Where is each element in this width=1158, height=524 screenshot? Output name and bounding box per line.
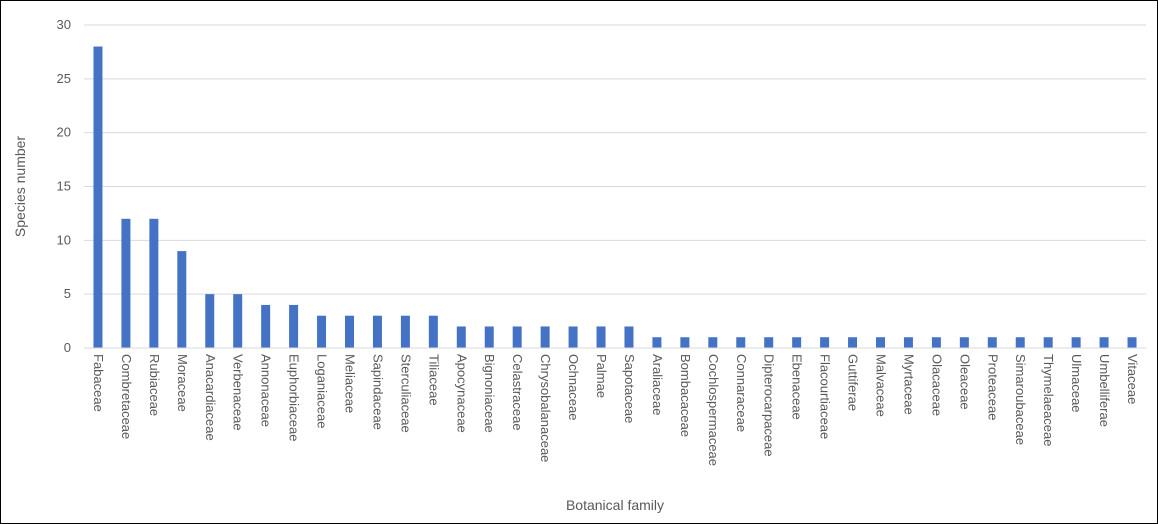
x-tick-label: Flacourtiaceae xyxy=(818,354,833,439)
y-axis-title: Species number xyxy=(12,136,28,238)
bar xyxy=(456,326,466,348)
x-tick-label: Loganiaceae xyxy=(315,354,330,428)
y-tick-label: 30 xyxy=(57,17,71,32)
x-tick-labels: Fabaceae Combretaceae Rubiaceae Moraceae Ana… xyxy=(91,354,1140,466)
bar xyxy=(736,337,746,348)
x-tick-label: Rubiaceae xyxy=(147,354,162,416)
bar xyxy=(1099,337,1109,348)
gridlines xyxy=(84,24,1146,295)
bar xyxy=(149,218,159,348)
bar xyxy=(903,337,913,348)
bar xyxy=(764,337,774,348)
x-tick-label: Moraceae xyxy=(175,354,190,412)
x-tick-label: Chrysobalanaceae xyxy=(538,354,553,462)
bar xyxy=(568,326,578,348)
bar xyxy=(428,315,438,348)
y-tick-label: 0 xyxy=(64,340,71,355)
x-tick-label: Meliaceae xyxy=(343,354,358,413)
x-tick-label: Annonaceae xyxy=(259,354,274,427)
bar xyxy=(820,337,830,348)
bar xyxy=(512,326,522,348)
x-tick-label: Oleaceae xyxy=(957,354,972,410)
bar xyxy=(959,337,969,348)
x-tick-label: Dipterocarpaceae xyxy=(762,354,777,457)
bar xyxy=(708,337,718,348)
x-tick-label: Thymelaeaceae xyxy=(1041,354,1056,447)
bar xyxy=(680,337,690,348)
x-tick-label: Palmae xyxy=(594,354,609,398)
bar xyxy=(876,337,885,348)
bar xyxy=(1015,337,1025,348)
x-tick-label: Ulmaceae xyxy=(1069,354,1084,413)
bar xyxy=(121,218,131,348)
x-tick-label: Sapindaceae xyxy=(370,354,385,430)
bar xyxy=(400,315,410,348)
x-tick-label: Sterculiaceae xyxy=(398,354,413,433)
x-tick-label: Tiliaceae xyxy=(426,354,441,406)
bar xyxy=(317,315,327,348)
x-tick-label: Umbelliferae xyxy=(1097,354,1112,427)
y-tick-label: 15 xyxy=(57,179,71,194)
x-tick-label: Proteaceae xyxy=(985,354,1000,421)
bar xyxy=(1127,337,1137,348)
bars xyxy=(93,46,1137,349)
y-tick-label: 10 xyxy=(57,232,71,247)
bar xyxy=(205,294,215,348)
x-tick-label: Connaraceae xyxy=(734,354,749,432)
bar xyxy=(540,326,550,348)
x-tick-label: Euphorbiaceae xyxy=(287,354,302,441)
x-tick-label: Fabaceae xyxy=(91,354,106,412)
x-tick-label: Simaroubaceae xyxy=(1013,354,1028,445)
x-tick-label: Ebenaceae xyxy=(790,354,805,420)
y-tick-label: 5 xyxy=(64,286,71,301)
bar xyxy=(931,337,941,348)
x-tick-label: Bignoniaceae xyxy=(482,354,497,433)
x-tick-label: Olacaceae xyxy=(929,354,944,416)
bar xyxy=(792,337,802,348)
bar xyxy=(652,337,662,348)
x-tick-label: Cochlospermaceae xyxy=(706,354,721,466)
bar xyxy=(1043,337,1053,348)
x-tick-label: Bombacaceae xyxy=(678,354,693,437)
bar xyxy=(372,315,382,348)
x-tick-label: Celastraceae xyxy=(510,354,525,431)
y-tick-label: 25 xyxy=(57,71,71,86)
bar xyxy=(987,337,997,348)
x-tick-label: Combretaceae xyxy=(119,354,134,439)
bar xyxy=(233,294,243,348)
x-tick-label: Guttiferae xyxy=(846,354,861,411)
x-tick-label: Verbenaceae xyxy=(231,354,246,431)
bar xyxy=(345,315,354,348)
x-tick-label: Ochnaceae xyxy=(566,354,581,421)
bar xyxy=(848,337,858,348)
x-tick-label: Anacardiaceae xyxy=(203,354,218,441)
bar xyxy=(261,304,271,348)
x-tick-label: Araliaceae xyxy=(650,354,665,415)
bar xyxy=(177,251,187,348)
bar xyxy=(484,326,494,348)
x-tick-label: Sapotaceae xyxy=(622,354,637,423)
bar xyxy=(624,326,634,348)
y-tick-labels: 0 5 10 15 20 25 30 xyxy=(57,17,71,355)
bar xyxy=(289,304,299,348)
bar xyxy=(596,326,606,348)
x-tick-label: Myrtaceae xyxy=(901,354,916,415)
y-tick-label: 20 xyxy=(57,125,71,140)
x-tick-label: Malvaceae xyxy=(874,354,889,417)
x-tick-label: Apocynaceae xyxy=(454,354,469,433)
x-axis-title: Botanical family xyxy=(566,497,664,513)
bar xyxy=(93,46,103,349)
x-tick-label: Vitaceae xyxy=(1125,354,1140,404)
bar xyxy=(1071,337,1081,348)
